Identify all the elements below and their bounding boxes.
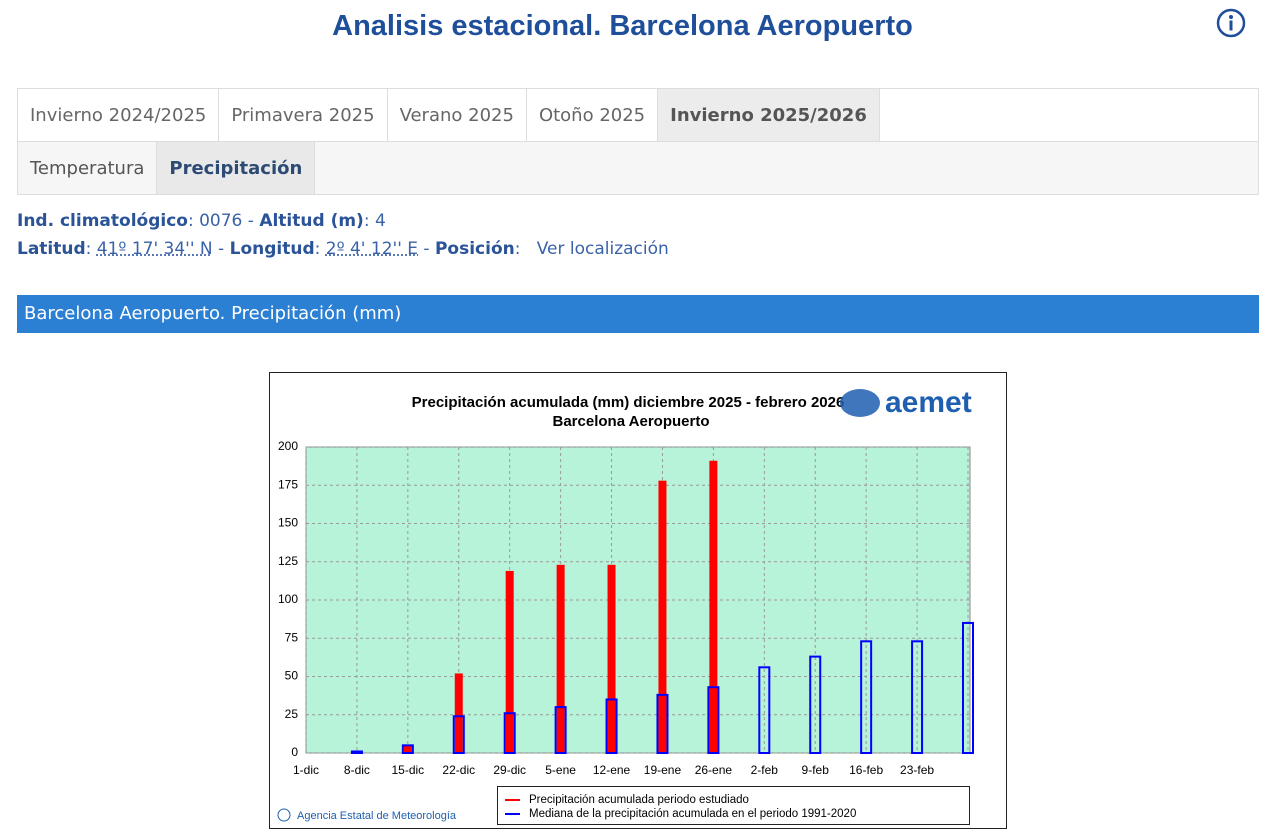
bar [505,570,514,753]
x-tick-label: 5-ene [545,763,576,777]
median-bar [554,706,567,754]
season-tab[interactable]: Otoño 2025 [527,89,659,141]
section-header: Barcelona Aeropuerto. Precipitación (mm) [17,295,1259,333]
bar [607,564,616,753]
bar [658,480,667,753]
y-tick-label: 150 [278,516,298,530]
median-bar [503,712,516,754]
season-tab[interactable]: Verano 2025 [388,89,527,141]
info-label: Latitud [17,239,86,259]
season-tab[interactable]: Primavera 2025 [219,89,388,141]
x-tick-label: 19-ene [644,763,682,777]
info-value: - [212,239,230,259]
variable-tabs: Temperatura Precipitación [17,141,1259,195]
chart-title: Precipitación acumulada (mm) diciembre 2… [412,394,845,411]
variable-tab[interactable]: Precipitación [157,142,316,194]
y-tick-label: 175 [278,477,298,491]
median-bar [758,666,771,755]
coordinate: 2º 4' 12'' E [325,239,419,259]
variable-tab[interactable]: Temperatura [18,142,158,194]
info-value: : [85,239,97,259]
x-tick-label: 1-dic [293,763,319,777]
x-tick-label: 9-feb [802,763,830,777]
coordinate: 41º 17' 34'' N [96,239,213,259]
x-tick-label: 12-ene [593,763,631,777]
season-tab[interactable]: Invierno 2025/2026 [658,89,880,141]
page-title: Analisis estacional. Barcelona Aeropuert… [332,10,913,42]
info-icon[interactable] [1215,7,1247,39]
y-tick-label: 125 [278,554,298,568]
median-bar [350,750,363,754]
info-line: Ind. climatológico: 0076 - Altitud (m): … [17,207,669,235]
info-label: Longitud [229,239,315,259]
x-tick-label: 8-dic [344,763,370,777]
info-line: Latitud: 41º 17' 34'' N - Longitud: 2º 4… [17,235,669,263]
median-bar [707,686,720,755]
y-tick-label: 0 [291,745,298,759]
median-bar [911,640,924,754]
x-tick-label: 2-feb [751,763,779,777]
x-tick-label: 29-dic [493,763,526,777]
x-tick-label: 22-dic [442,763,475,777]
y-tick-label: 50 [285,669,299,683]
bar [403,745,412,753]
y-tick-label: 100 [278,592,298,606]
credit: Agencia Estatal de Meteorología [297,810,457,822]
x-tick-label: 23-feb [900,763,934,777]
info-value: : [314,239,326,259]
info-label: Ind. climatológico [17,211,188,231]
chart-subtitle: Barcelona Aeropuerto [553,413,710,430]
station-info: Ind. climatológico: 0076 - Altitud (m): … [17,207,669,263]
legend-box [497,786,970,825]
info-value: : 0076 - [187,211,260,231]
copyright-icon [277,808,291,822]
median-bar [605,698,618,755]
info-value: : [514,239,537,259]
y-tick-label: 25 [285,707,299,721]
season-tab[interactable]: Invierno 2024/2025 [18,89,220,141]
legend-label: Mediana de la precipitación acumulada en… [529,808,856,820]
info-value: : 4 [363,211,386,231]
median-bar [860,640,873,754]
median-bar [401,744,414,754]
logo: aemet [885,386,972,419]
bar [556,564,565,753]
median-bar [962,621,974,755]
info-value: - [418,239,435,259]
map-link[interactable]: Ver localización [536,239,669,259]
x-tick-label: 26-ene [695,763,733,777]
logo-mark [840,389,880,417]
median-bar [656,693,669,754]
median-bar [809,655,822,754]
y-tick-label: 75 [285,630,299,644]
median-bar [452,715,465,755]
info-label: Posición [434,239,515,259]
x-tick-label: 15-dic [392,763,425,777]
info-label: Altitud (m) [259,211,364,231]
legend-label: Precipitación acumulada periodo estudiad… [529,794,749,806]
x-tick-label: 16-feb [849,763,883,777]
y-tick-label: 200 [278,439,298,453]
bar [709,460,718,753]
bar [454,673,463,753]
